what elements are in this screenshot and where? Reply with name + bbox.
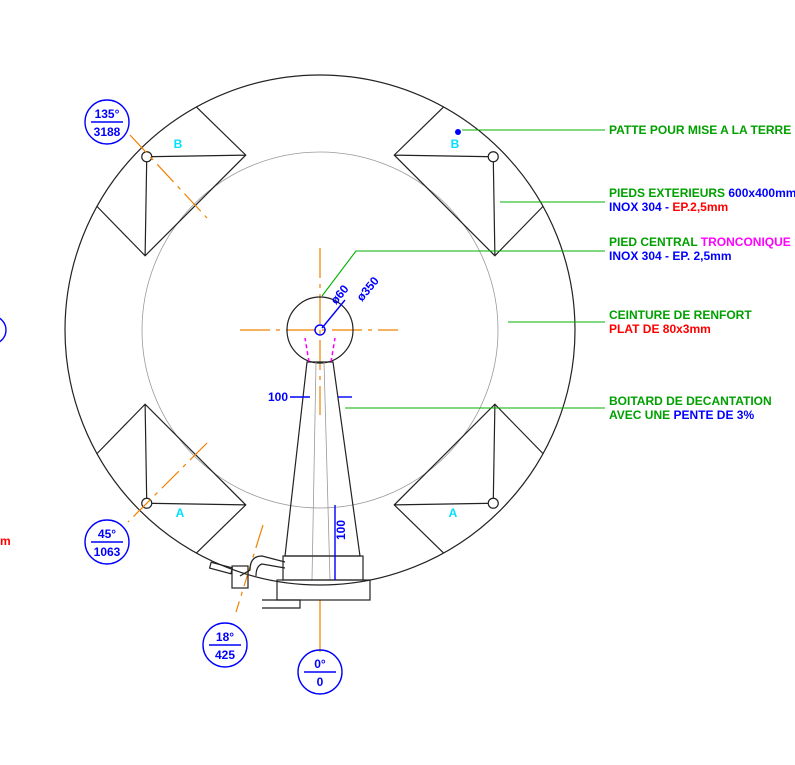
- note-text: TRONCONIQUE: [701, 235, 791, 249]
- dim-line: [322, 300, 345, 328]
- note-line: PATTE POUR MISE A LA TERRE: [609, 123, 791, 137]
- clipped-marker: [0, 316, 6, 344]
- marker-angle: 45°: [98, 527, 116, 541]
- note-text: PIED CENTRAL: [609, 235, 701, 249]
- earth-lug: [455, 129, 461, 135]
- note-line: CEINTURE DE RENFORT: [609, 308, 752, 322]
- axis-line: [130, 135, 207, 218]
- cone-inner: [312, 362, 316, 580]
- cone-inner: [324, 362, 330, 580]
- drawing: m B B A A 135° 3188 45° 1063 18° 425 0° 0 100 100 ø60ø…: [0, 0, 795, 765]
- adjuster: [262, 600, 300, 608]
- foot-bolt: [488, 498, 498, 508]
- foot-bolt: [142, 152, 152, 162]
- zone-label: A: [176, 506, 185, 520]
- foot-bolt: [488, 152, 498, 162]
- note-line: PLAT DE 80x3mm: [609, 322, 711, 336]
- clipped-text: m: [0, 534, 11, 548]
- note-line: PIEDS EXTERIEURS 600x400mm: [609, 186, 795, 200]
- note-text: PENTE DE 3%: [673, 408, 754, 422]
- zone-label: B: [451, 137, 460, 151]
- note-text: INOX 304 -: [609, 200, 672, 214]
- note-line: BOITARD DE DECANTATION: [609, 394, 772, 408]
- note-line: INOX 304 - EP. 2,5mm: [609, 249, 732, 263]
- cone: [285, 362, 360, 556]
- dim-text: 100: [334, 520, 348, 540]
- zone-label: A: [449, 506, 458, 520]
- note-text: PLAT DE 80x3mm: [609, 322, 711, 336]
- note-text: INOX 304 - EP. 2,5mm: [609, 249, 732, 263]
- note-line: PIED CENTRAL TRONCONIQUE: [609, 235, 791, 249]
- dim-text: ø350: [354, 274, 383, 304]
- marker-distance: 3188: [94, 125, 121, 139]
- note-text: PATTE POUR MISE A LA TERRE: [609, 123, 791, 137]
- zone-label: B: [174, 137, 183, 151]
- marker-angle: 0°: [314, 657, 326, 671]
- note-line: INOX 304 - EP.2,5mm: [609, 200, 728, 214]
- note-text: 600x400mm: [728, 186, 795, 200]
- note-text: CEINTURE DE RENFORT: [609, 308, 752, 322]
- foot: [394, 107, 543, 256]
- note-line: AVEC UNE PENTE DE 3%: [609, 408, 754, 422]
- axis-line: [128, 443, 207, 522]
- dim-text: ø60: [328, 282, 352, 307]
- dim-text: 100: [268, 390, 288, 404]
- note-text: BOITARD DE DECANTATION: [609, 394, 772, 408]
- foot: [394, 404, 543, 553]
- valve: [232, 566, 248, 588]
- marker-angle: 135°: [95, 107, 120, 121]
- note-text: EP.2,5mm: [672, 200, 728, 214]
- base: [283, 556, 363, 580]
- note-text: AVEC UNE: [609, 408, 673, 422]
- marker-angle: 18°: [216, 630, 234, 644]
- marker-distance: 1063: [94, 545, 121, 559]
- marker-distance: 0: [317, 675, 324, 689]
- note-text: PIEDS EXTERIEURS: [609, 186, 728, 200]
- marker-distance: 425: [215, 648, 235, 662]
